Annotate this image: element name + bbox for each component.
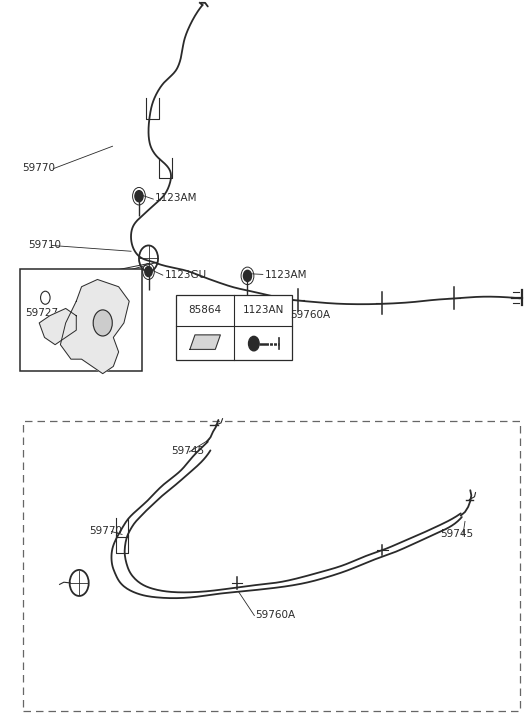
- Polygon shape: [190, 335, 220, 350]
- Circle shape: [244, 270, 252, 281]
- Text: 59727: 59727: [25, 308, 59, 318]
- Circle shape: [135, 190, 143, 202]
- Bar: [22, 422, 520, 711]
- Text: 1123AM: 1123AM: [264, 270, 307, 280]
- Text: 85864: 85864: [188, 305, 222, 316]
- Circle shape: [248, 337, 259, 351]
- Bar: [176, 294, 293, 360]
- Polygon shape: [39, 308, 76, 345]
- Text: 59760A: 59760A: [255, 611, 296, 620]
- Text: 59760A: 59760A: [290, 310, 330, 320]
- Polygon shape: [61, 279, 129, 374]
- Text: 59745: 59745: [171, 446, 204, 456]
- Text: 59770: 59770: [89, 526, 122, 536]
- Text: 59710: 59710: [28, 240, 61, 249]
- Text: 93830: 93830: [41, 325, 74, 335]
- Circle shape: [93, 310, 112, 336]
- Text: 59770: 59770: [22, 163, 55, 173]
- Text: 1123AN: 1123AN: [243, 305, 284, 316]
- Circle shape: [145, 267, 152, 276]
- Text: 1123AM: 1123AM: [155, 193, 197, 204]
- Bar: [20, 269, 142, 371]
- Text: 1123GU: 1123GU: [164, 270, 206, 280]
- Text: 59745: 59745: [440, 529, 474, 539]
